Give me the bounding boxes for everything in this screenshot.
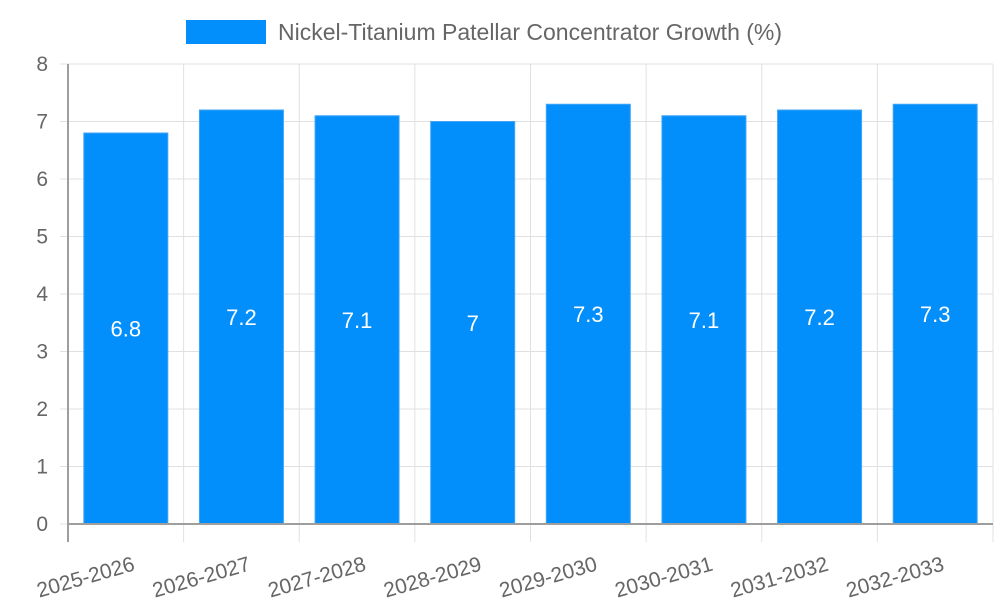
- legend-swatch: [186, 20, 266, 44]
- bar-value-label: 7.3: [573, 302, 604, 327]
- x-axis-ticks: 2025-2026 2026-2027 2027-2028 2028-2029 2029…: [34, 553, 946, 600]
- y-tick-label: 5: [36, 226, 48, 249]
- x-tick-label: 2032-2033: [844, 553, 947, 600]
- x-tick-label: 2025-2026: [34, 553, 137, 600]
- y-tick-label: 8: [36, 53, 48, 76]
- bars: [83, 103, 978, 525]
- legend-label: Nickel-Titanium Patellar Concentrator Gr…: [278, 18, 783, 45]
- bar-value-label: 6.8: [111, 317, 142, 342]
- y-tick-label: 6: [36, 168, 48, 191]
- y-tick-label: 0: [36, 513, 48, 536]
- bar-value-label: 7.1: [342, 308, 373, 333]
- bar[interactable]: [83, 132, 169, 525]
- bar[interactable]: [430, 121, 516, 525]
- chart-legend[interactable]: Nickel-Titanium Patellar Concentrator Gr…: [186, 18, 782, 46]
- bar-value-label: 7: [467, 311, 479, 336]
- bar[interactable]: [892, 103, 978, 525]
- x-tick-label: 2028-2029: [381, 553, 484, 600]
- y-axis-ticks: 0 1 2 3 4 5 6 7 8: [36, 53, 48, 536]
- bar[interactable]: [777, 109, 863, 525]
- bar[interactable]: [661, 115, 747, 525]
- bar[interactable]: [545, 103, 631, 525]
- x-tick-label: 2026-2027: [150, 553, 253, 600]
- bar-value-label: 7.2: [804, 305, 835, 330]
- y-tick-label: 4: [36, 283, 48, 306]
- y-tick-label: 3: [36, 341, 48, 364]
- x-tick-label: 2027-2028: [266, 553, 369, 600]
- bar-value-label: 7.1: [689, 308, 720, 333]
- y-tick-label: 2: [36, 398, 48, 421]
- x-tick-label: 2030-2031: [612, 553, 715, 600]
- y-tick-label: 1: [36, 456, 48, 479]
- x-tick-label: 2031-2032: [728, 553, 831, 600]
- bar-value-label: 7.3: [920, 302, 951, 327]
- bar-value-label: 7.2: [226, 305, 257, 330]
- bar[interactable]: [198, 109, 284, 525]
- x-tick-label: 2029-2030: [497, 553, 600, 600]
- y-tick-label: 7: [36, 111, 48, 134]
- data-labels: 6.8 7.2 7.1 7 7.3 7.1 7.2 7.3: [111, 302, 951, 341]
